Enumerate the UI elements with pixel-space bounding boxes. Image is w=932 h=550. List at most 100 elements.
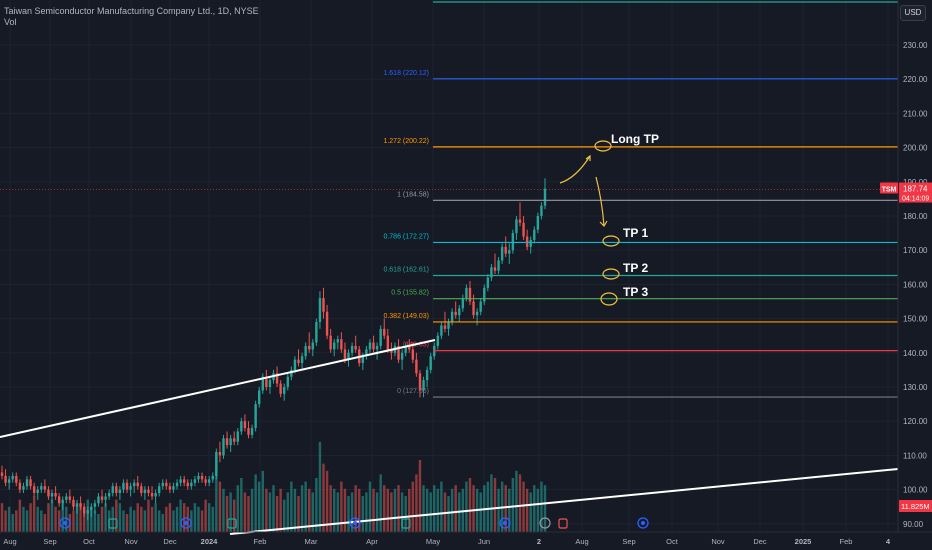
volume-bar	[472, 485, 475, 532]
volume-bar	[82, 510, 86, 532]
candle-body	[379, 328, 382, 346]
annotations[interactable]: Long TP TP 1 TP 2 TP 3	[559, 132, 659, 306]
fib-level-label: 0.382 (149.03)	[383, 313, 429, 320]
time-tick-label: Sep	[622, 537, 635, 546]
volume-bar	[115, 499, 118, 532]
candle-body	[65, 496, 68, 500]
time-tick-label: Aug	[575, 537, 588, 546]
volume-bar	[11, 514, 14, 532]
volume-bar	[315, 478, 318, 532]
candle-body	[143, 489, 147, 494]
time-tick-label: 4	[886, 537, 891, 546]
time-tick-label: Dec	[753, 537, 767, 546]
last-price-countdown: 04:14:09	[902, 196, 929, 203]
volume-bar	[129, 506, 132, 532]
time-axis[interactable]: Aug Sep Oct Nov Dec 2024 Feb Mar Apr May Jun 2 Aug Se…	[0, 531, 932, 546]
arrow-down-curve	[595, 176, 605, 227]
candle-body	[118, 489, 122, 494]
candle-body	[243, 421, 247, 429]
price-tick-label: 140.00	[903, 349, 928, 358]
volume-bar	[529, 492, 532, 532]
volume-bar	[54, 506, 57, 532]
candle-body	[504, 246, 507, 254]
label-long-tp: Long TP	[611, 132, 659, 146]
price-tick-label: 210.00	[903, 109, 928, 118]
volume-bar	[447, 496, 450, 532]
candle-body	[22, 486, 25, 490]
earnings-event-icon	[401, 518, 411, 529]
price-tick-label: 200.00	[903, 144, 928, 153]
volume-bar	[525, 488, 529, 532]
candle-body	[215, 451, 218, 476]
fib-level-label: 0.786 (172.27)	[383, 233, 429, 240]
volume-bar	[32, 496, 36, 532]
volume-bar	[508, 488, 511, 532]
fib-level-label: 0 (127.06)	[397, 388, 429, 395]
volume-bar	[79, 503, 82, 532]
label-tp2: TP 2	[623, 261, 648, 275]
volume-bar	[318, 442, 322, 532]
candle-body	[11, 475, 14, 480]
candles	[0, 178, 547, 521]
volume-bar	[415, 474, 418, 532]
candle-body	[122, 482, 125, 490]
candle-body	[104, 496, 107, 500]
volume-bar	[0, 503, 4, 532]
candle-body	[400, 352, 404, 360]
candle-body	[18, 482, 22, 490]
earnings-event-icon	[227, 518, 237, 529]
candle-body	[425, 369, 429, 381]
candle-body	[386, 335, 390, 350]
dividend-event-dot	[63, 521, 67, 525]
fib-level-label: 1 (184.58)	[397, 191, 429, 198]
candle-body	[465, 287, 468, 299]
price-tick-label: 130.00	[903, 383, 928, 392]
candle-body	[515, 219, 518, 234]
candle-body	[229, 438, 232, 446]
arrow-up-head	[585, 154, 591, 161]
candle-body	[468, 287, 472, 302]
volume-bar	[408, 488, 411, 532]
volume-bar	[490, 474, 493, 532]
event-markers[interactable]	[59, 517, 649, 529]
candle-body	[511, 233, 515, 251]
volume-bar	[29, 503, 32, 532]
volume-bar	[229, 492, 232, 532]
dividend-event-dot	[184, 521, 188, 525]
volume-bar	[122, 510, 125, 532]
candle-body	[522, 222, 525, 237]
candle-body	[286, 376, 289, 387]
fib-level-label: 1.272 (200.22)	[383, 138, 429, 145]
trendline-lower	[229, 468, 899, 535]
volume-bar	[143, 510, 147, 532]
volume-bar	[261, 470, 264, 532]
trendlines[interactable]	[0, 339, 899, 535]
grid-lines	[0, 0, 898, 532]
candle-body	[200, 475, 204, 480]
time-tick-label: Feb	[254, 537, 267, 546]
volume-bar	[240, 478, 243, 532]
candle-body	[182, 479, 186, 483]
candle-body	[500, 246, 504, 261]
candle-body	[429, 356, 432, 370]
volume-bar	[90, 506, 93, 532]
volume-bar	[243, 492, 247, 532]
label-tp1: TP 1	[623, 226, 648, 240]
candle-body	[240, 421, 243, 432]
volume-bar	[140, 506, 143, 532]
currency-button[interactable]: USD	[900, 5, 926, 21]
volume-bar	[450, 488, 454, 532]
volume-bar	[308, 488, 311, 532]
price-tick-label: 180.00	[903, 212, 928, 221]
price-axis[interactable]: 230.00 220.00 210.00 200.00 190.00 180.00 170.…	[880, 0, 932, 532]
volume-bar	[97, 514, 100, 532]
circle-long-tp	[594, 140, 612, 152]
volume-bar	[7, 506, 11, 532]
volume-bar	[211, 506, 214, 532]
candle-body	[268, 380, 272, 387]
volume-bar	[61, 503, 64, 532]
candle-body	[265, 376, 268, 387]
dividend-event-icon	[59, 517, 71, 529]
volume-bar	[132, 510, 136, 532]
